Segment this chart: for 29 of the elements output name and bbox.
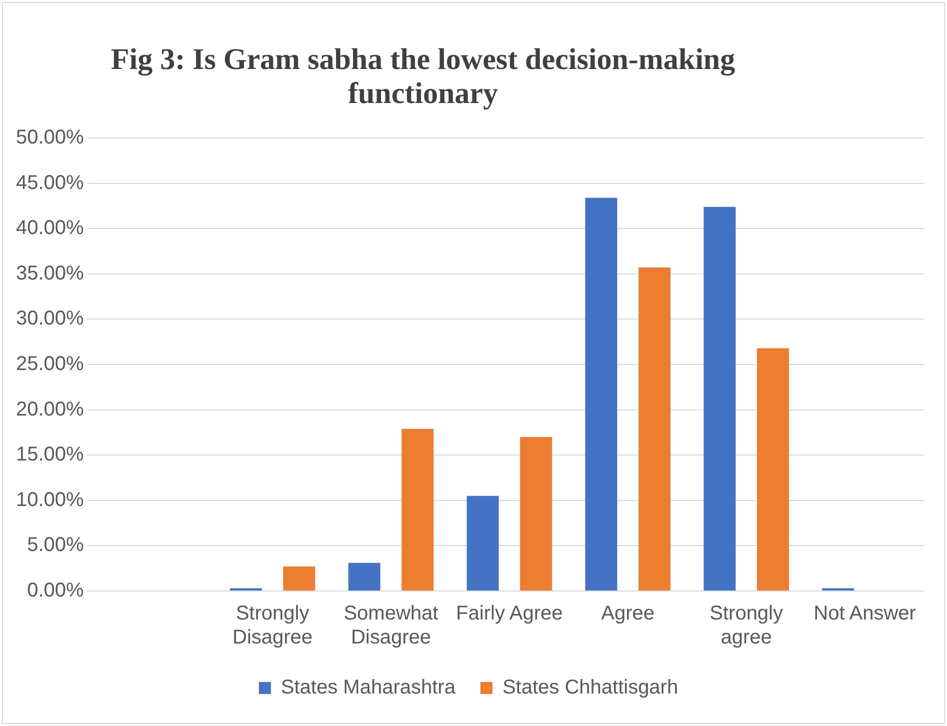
y-tick-label: 5.00%	[27, 534, 84, 556]
x-tick-label: Somewhat Disagree	[344, 602, 439, 649]
x-tick-label: Agree	[601, 602, 655, 625]
bar	[704, 206, 736, 590]
y-tick-label: 40.00%	[16, 217, 84, 240]
y-tick-label: 45.00%	[16, 172, 84, 194]
y-tick-label: 15.00%	[16, 444, 84, 466]
bar	[520, 436, 552, 590]
bar	[756, 348, 789, 590]
bar	[402, 428, 434, 590]
x-tick-label: Not Answer	[814, 602, 916, 625]
bar	[466, 496, 499, 590]
y-tick-label: 10.00%	[16, 488, 84, 511]
y-tick-label: 30.00%	[16, 308, 84, 330]
y-tick-label: 0.00%	[27, 580, 84, 602]
legend-label: States Maharashtra	[280, 676, 456, 699]
y-tick-label: 50.00%	[16, 126, 84, 149]
y-tick-label: 35.00%	[16, 262, 84, 284]
y-tick-label: 20.00%	[16, 398, 84, 420]
x-tick-label: Strongly Disagree	[232, 602, 313, 649]
chart-title: Fig 3: Is Gram sabha the lowest decision-making functionary	[110, 43, 736, 111]
x-tick-label: Fairly Agree	[456, 602, 563, 625]
x-tick-label: Strongly agree	[710, 602, 784, 649]
bar	[638, 268, 671, 590]
bar	[585, 198, 618, 590]
bar	[283, 566, 316, 590]
bar	[348, 562, 380, 590]
legend-label: States Chhattisgarh	[502, 676, 678, 699]
y-tick-label: 25.00%	[16, 353, 84, 376]
